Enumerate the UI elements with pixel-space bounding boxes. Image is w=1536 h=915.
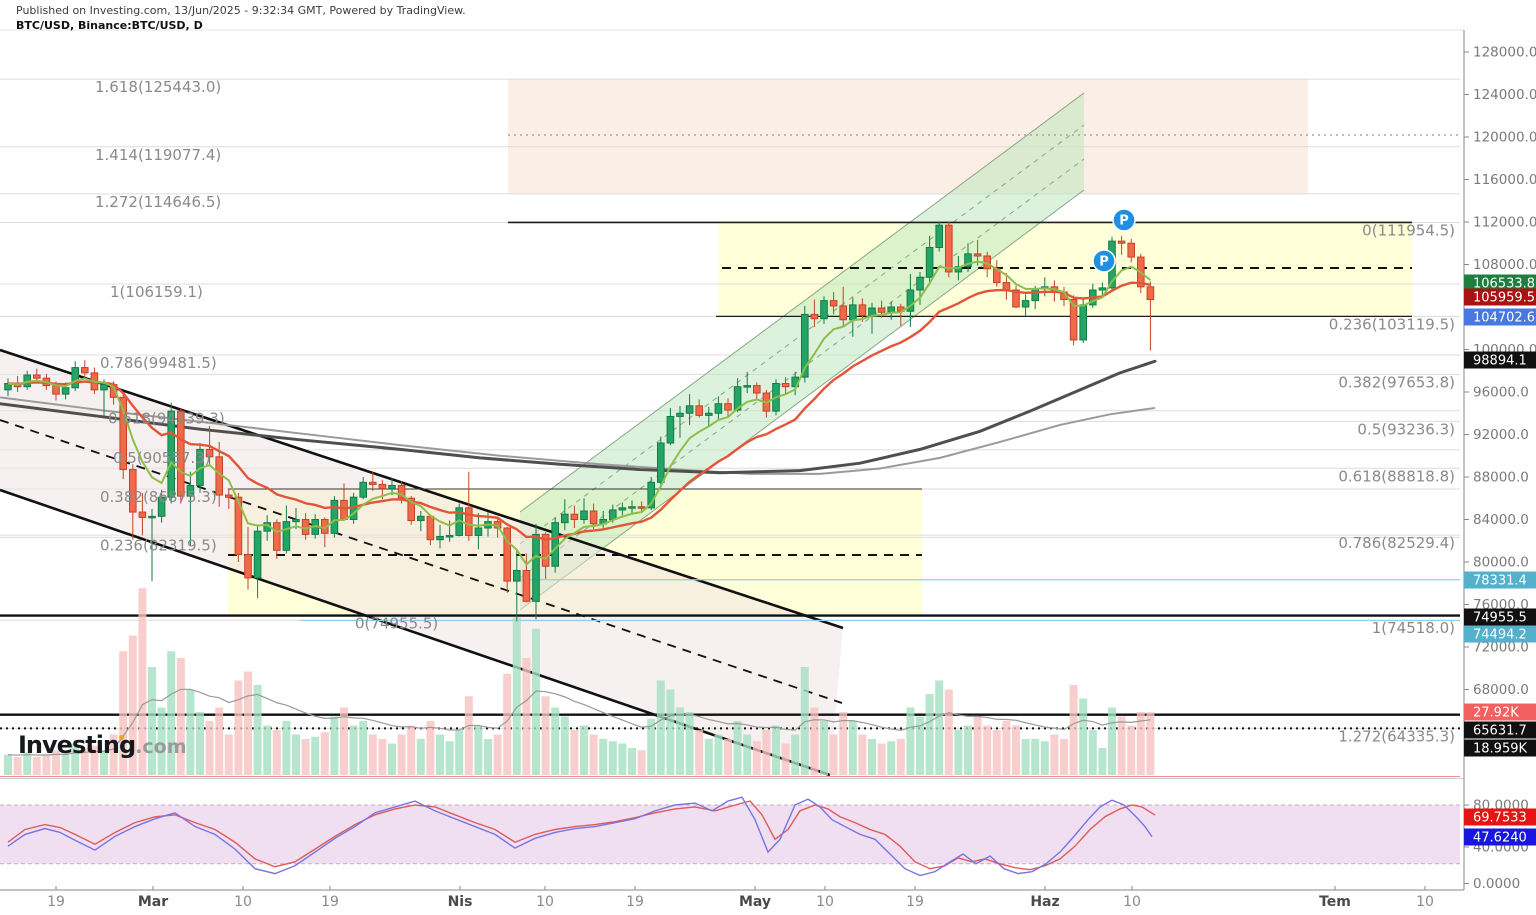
pattern-marker[interactable]: P — [1112, 208, 1136, 232]
svg-text:72000.0: 72000.0 — [1473, 640, 1529, 656]
logo-suffix-text: .com — [135, 736, 187, 758]
svg-text:88000.0: 88000.0 — [1473, 470, 1529, 486]
svg-text:0.236(103119.5): 0.236(103119.5) — [1329, 315, 1455, 333]
price-badge — [1464, 721, 1536, 739]
svg-text:19: 19 — [626, 894, 644, 910]
svg-text:120000.0: 120000.0 — [1473, 130, 1536, 146]
svg-text:1.272(114646.5): 1.272(114646.5) — [95, 193, 221, 211]
svg-text:47.6240: 47.6240 — [1473, 831, 1527, 846]
svg-text:1.272(64335.3): 1.272(64335.3) — [1338, 727, 1455, 745]
price-badge — [1464, 739, 1536, 757]
price-badge — [1464, 703, 1536, 721]
price-badge — [1464, 625, 1536, 643]
price-badge — [1464, 571, 1536, 589]
svg-text:0(111954.5): 0(111954.5) — [1362, 221, 1455, 239]
svg-text:74955.5: 74955.5 — [1473, 611, 1527, 626]
svg-text:May: May — [739, 894, 771, 910]
price-badge — [1464, 274, 1536, 292]
svg-text:Mar: Mar — [138, 894, 168, 910]
price-badge — [1464, 308, 1536, 326]
svg-text:68000.0: 68000.0 — [1473, 682, 1529, 698]
svg-text:128000.0: 128000.0 — [1473, 45, 1536, 61]
logo-brand-text: Investing — [18, 731, 136, 759]
time-axis[interactable]: 19 Mar 10 19 Nis 10 19 May 10 19 Haz 10 Tem 10 — [0, 886, 1464, 910]
svg-text:108000.0: 108000.0 — [1473, 257, 1536, 273]
price-badge — [1464, 808, 1536, 826]
svg-text:Nis: Nis — [448, 894, 473, 910]
svg-text:10: 10 — [1416, 894, 1434, 910]
svg-text:1.618(125443.0): 1.618(125443.0) — [95, 78, 221, 96]
rsi-pane[interactable] — [0, 796, 1460, 877]
svg-text:0.0000: 0.0000 — [1473, 876, 1520, 892]
svg-text:78331.4: 78331.4 — [1473, 574, 1527, 589]
horizontal-levels[interactable] — [0, 134, 1460, 730]
svg-text:96000.0: 96000.0 — [1473, 385, 1529, 401]
price-axis[interactable]: 128000.0 124000.0 120000.0 116000.0 112000.0… — [1463, 30, 1536, 892]
svg-text:0.5(90557.3): 0.5(90557.3) — [113, 449, 211, 467]
price-badge — [1464, 288, 1536, 306]
fib-gridlines — [0, 78, 1460, 729]
svg-text:124000.0: 124000.0 — [1473, 87, 1536, 103]
fib-extension-zone — [508, 79, 1308, 194]
svg-text:Haz: Haz — [1030, 894, 1059, 910]
svg-text:1(74518.0): 1(74518.0) — [1372, 619, 1455, 637]
svg-text:84000.0: 84000.0 — [1473, 512, 1529, 528]
svg-text:92000.0: 92000.0 — [1473, 427, 1529, 443]
svg-text:10: 10 — [536, 894, 554, 910]
svg-text:80000.0: 80000.0 — [1473, 555, 1529, 571]
svg-text:0.382(86875.3): 0.382(86875.3) — [100, 488, 217, 506]
svg-text:105959.5: 105959.5 — [1473, 291, 1535, 306]
svg-text:0.786(99481.5): 0.786(99481.5) — [100, 354, 217, 372]
svg-text:104702.6: 104702.6 — [1473, 311, 1535, 326]
symbol-info: BTC/USD, Binance:BTC/USD, D — [16, 19, 203, 32]
svg-text:1(106159.1): 1(106159.1) — [110, 283, 203, 301]
logo-orange-dot-icon — [119, 735, 124, 740]
svg-text:Tem: Tem — [1319, 894, 1351, 910]
ma-red-line — [7, 281, 1151, 542]
svg-text:65631.7: 65631.7 — [1473, 724, 1527, 739]
svg-text:112000.0: 112000.0 — [1473, 215, 1536, 231]
fib-labels: 1.618(125443.0) 1.414(119077.4) 1.272(1146… — [95, 78, 1455, 745]
svg-text:19: 19 — [47, 894, 65, 910]
svg-text:69.7533: 69.7533 — [1473, 811, 1527, 826]
svg-text:10: 10 — [234, 894, 252, 910]
svg-text:19: 19 — [321, 894, 339, 910]
svg-text:1.414(119077.4): 1.414(119077.4) — [95, 146, 221, 164]
stoch-blue-line — [7, 796, 1153, 877]
svg-text:0.5(93236.3): 0.5(93236.3) — [1357, 420, 1455, 438]
svg-text:10: 10 — [816, 894, 834, 910]
svg-text:19: 19 — [906, 894, 924, 910]
svg-text:18.959K: 18.959K — [1473, 742, 1527, 757]
rsi-band — [0, 805, 1460, 864]
svg-text:0.618(94239.3): 0.618(94239.3) — [108, 410, 225, 428]
svg-text:106533.8: 106533.8 — [1473, 277, 1535, 292]
svg-text:0.618(88818.8): 0.618(88818.8) — [1338, 467, 1455, 485]
price-badge — [1464, 828, 1536, 846]
svg-text:10: 10 — [1123, 894, 1141, 910]
svg-text:0.236(82319.5): 0.236(82319.5) — [100, 536, 217, 554]
svg-text:P: P — [1099, 255, 1109, 270]
chart-header: Published on Investing.com, 13/Jun/2025 … — [16, 4, 466, 32]
ma-green-line — [7, 260, 1152, 566]
svg-text:0.786(82529.4): 0.786(82529.4) — [1338, 534, 1455, 552]
price-badge — [1464, 608, 1536, 626]
pattern-marker[interactable]: P — [1092, 249, 1116, 273]
published-info: Published on Investing.com, 13/Jun/2025 … — [16, 4, 466, 17]
svg-text:98894.1: 98894.1 — [1473, 354, 1527, 369]
svg-text:0(74955.5): 0(74955.5) — [355, 615, 438, 633]
price-badge — [1464, 351, 1536, 369]
volume-ma-line — [7, 688, 1151, 756]
volume-bars — [4, 588, 1155, 775]
ma-200-line — [0, 359, 1157, 475]
svg-text:P: P — [1119, 214, 1129, 229]
investing-logo: Investing.com — [18, 731, 187, 759]
svg-text:116000.0: 116000.0 — [1473, 172, 1536, 188]
svg-text:74494.2: 74494.2 — [1473, 628, 1527, 643]
svg-text:0.382(97653.8): 0.382(97653.8) — [1338, 373, 1455, 391]
svg-text:27.92K: 27.92K — [1473, 706, 1519, 721]
